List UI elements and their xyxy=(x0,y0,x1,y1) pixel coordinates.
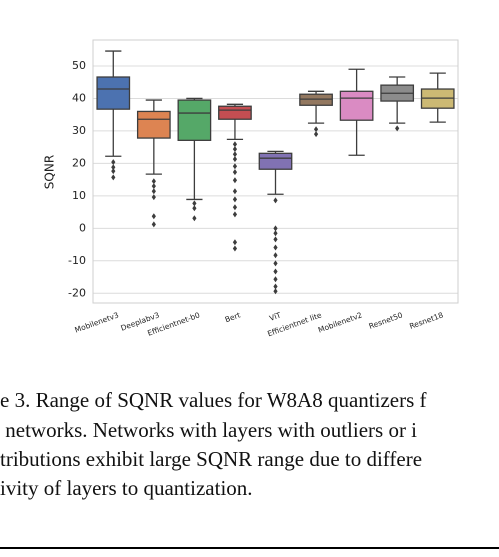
caption-line: networks. Networks with layers with outl… xyxy=(0,418,418,442)
box xyxy=(96,76,131,110)
outlier xyxy=(192,205,197,212)
outlier xyxy=(273,230,278,237)
outlier xyxy=(232,177,238,184)
outlier xyxy=(273,236,278,243)
outlier xyxy=(151,213,156,220)
x-tick-label: Resnet18 xyxy=(408,310,444,331)
plot-frame xyxy=(92,39,459,304)
outlier xyxy=(273,283,278,290)
x-tick-label: Bert xyxy=(224,310,242,324)
outlier xyxy=(232,204,238,211)
outlier xyxy=(111,174,116,181)
outlier xyxy=(232,146,238,153)
y-tick-label: 40 xyxy=(72,91,86,104)
outlier xyxy=(232,245,238,252)
outlier xyxy=(192,215,197,222)
y-tick-label: 30 xyxy=(72,124,86,137)
outlier xyxy=(232,141,238,148)
outlier xyxy=(232,163,238,170)
y-tick-label: -20 xyxy=(68,286,86,299)
caption-line: ivity of layers to quantization. xyxy=(0,476,253,500)
y-tick-label: 10 xyxy=(72,189,86,202)
box xyxy=(258,152,293,170)
rule xyxy=(0,547,499,549)
outlier xyxy=(273,244,278,251)
box xyxy=(136,110,171,139)
outlier xyxy=(273,260,278,267)
outlier xyxy=(111,159,116,166)
outlier xyxy=(313,131,319,138)
outlier xyxy=(151,221,156,228)
outlier xyxy=(232,169,238,176)
outlier xyxy=(192,200,197,207)
box xyxy=(218,105,252,120)
outlier xyxy=(313,126,319,133)
outlier xyxy=(111,164,116,171)
y-tick-label: -10 xyxy=(68,254,86,267)
outlier xyxy=(232,239,238,246)
outlier xyxy=(273,288,278,295)
outlier xyxy=(111,168,116,175)
outlier xyxy=(232,188,238,195)
y-tick-label: 50 xyxy=(72,59,86,72)
outlier xyxy=(151,188,156,195)
outlier xyxy=(395,125,400,132)
outlier xyxy=(273,268,278,275)
x-tick-label: Mobilenetv3 xyxy=(74,310,121,334)
outlier xyxy=(151,178,156,185)
caption-line: e 3. Range of SQNR values for W8A8 quant… xyxy=(0,388,427,412)
box xyxy=(339,90,374,121)
outlier xyxy=(273,252,278,259)
outlier xyxy=(273,225,278,232)
y-axis-label: SQNR xyxy=(43,155,57,189)
x-tick-label: Resnet50 xyxy=(368,310,404,331)
y-tick-label: 0 xyxy=(79,221,86,234)
box xyxy=(177,99,212,141)
outlier xyxy=(232,156,238,163)
x-tick-label: ViT xyxy=(268,310,282,323)
x-tick-label: Mobilenetv2 xyxy=(317,310,364,334)
outlier xyxy=(151,194,156,201)
outlier xyxy=(232,151,238,158)
y-tick-label: 20 xyxy=(72,156,86,169)
outlier xyxy=(273,197,278,204)
caption-line: tributions exhibit large SQNR range due … xyxy=(0,447,423,471)
outlier xyxy=(151,183,156,190)
outlier xyxy=(232,196,238,203)
outlier xyxy=(232,211,238,218)
outlier xyxy=(273,276,278,283)
